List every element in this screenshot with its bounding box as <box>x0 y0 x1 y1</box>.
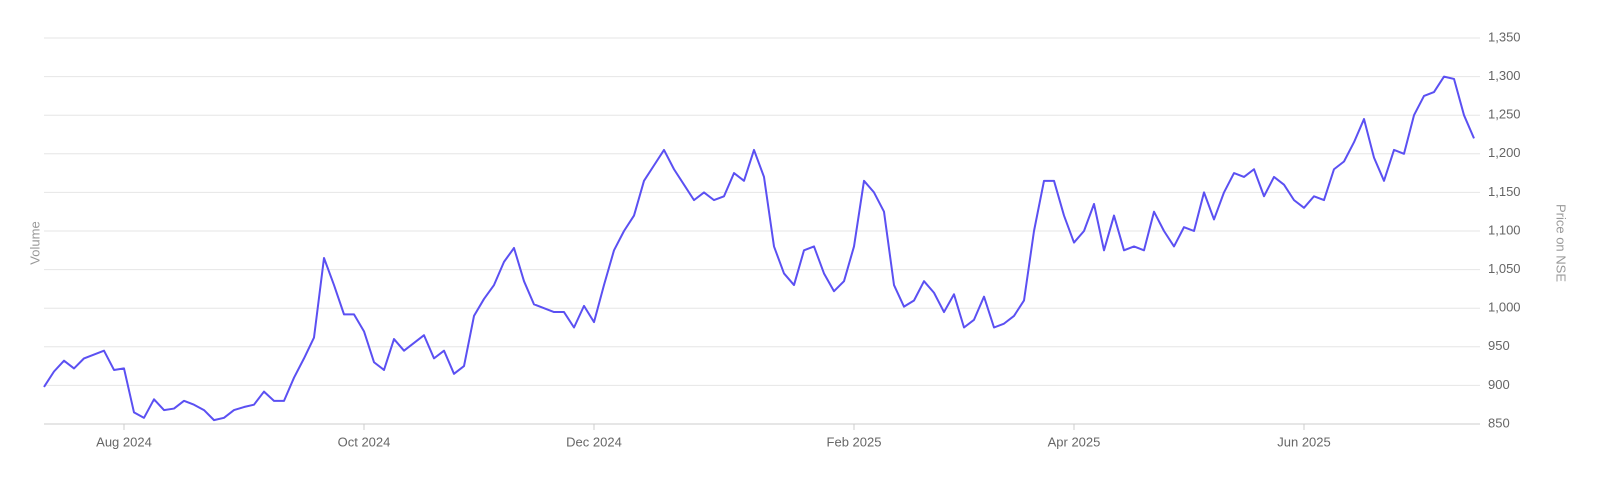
y-tick-label: 1,050 <box>1488 261 1521 276</box>
y-tick-label: 1,150 <box>1488 184 1521 199</box>
y-tick-label: 900 <box>1488 377 1510 392</box>
y-tick-label: 1,250 <box>1488 107 1521 122</box>
y-tick-label: 950 <box>1488 338 1510 353</box>
y-tick-label: 1,200 <box>1488 145 1521 160</box>
y-tick-label: 1,000 <box>1488 300 1521 315</box>
y-tick-label: 1,350 <box>1488 29 1521 44</box>
x-tick-label: Oct 2024 <box>338 434 391 449</box>
x-tick-label: Aug 2024 <box>96 434 152 449</box>
right-axis-title: Price on NSE <box>1554 204 1569 282</box>
x-tick-label: Jun 2025 <box>1277 434 1331 449</box>
x-tick-label: Apr 2025 <box>1048 434 1101 449</box>
y-tick-label: 1,300 <box>1488 68 1521 83</box>
x-tick-label: Dec 2024 <box>566 434 622 449</box>
y-tick-label: 850 <box>1488 415 1510 430</box>
y-tick-label: 1,100 <box>1488 222 1521 237</box>
price-line <box>43 75 1475 422</box>
x-tick-label: Feb 2025 <box>827 434 882 449</box>
left-axis-title: Volume <box>27 221 42 264</box>
